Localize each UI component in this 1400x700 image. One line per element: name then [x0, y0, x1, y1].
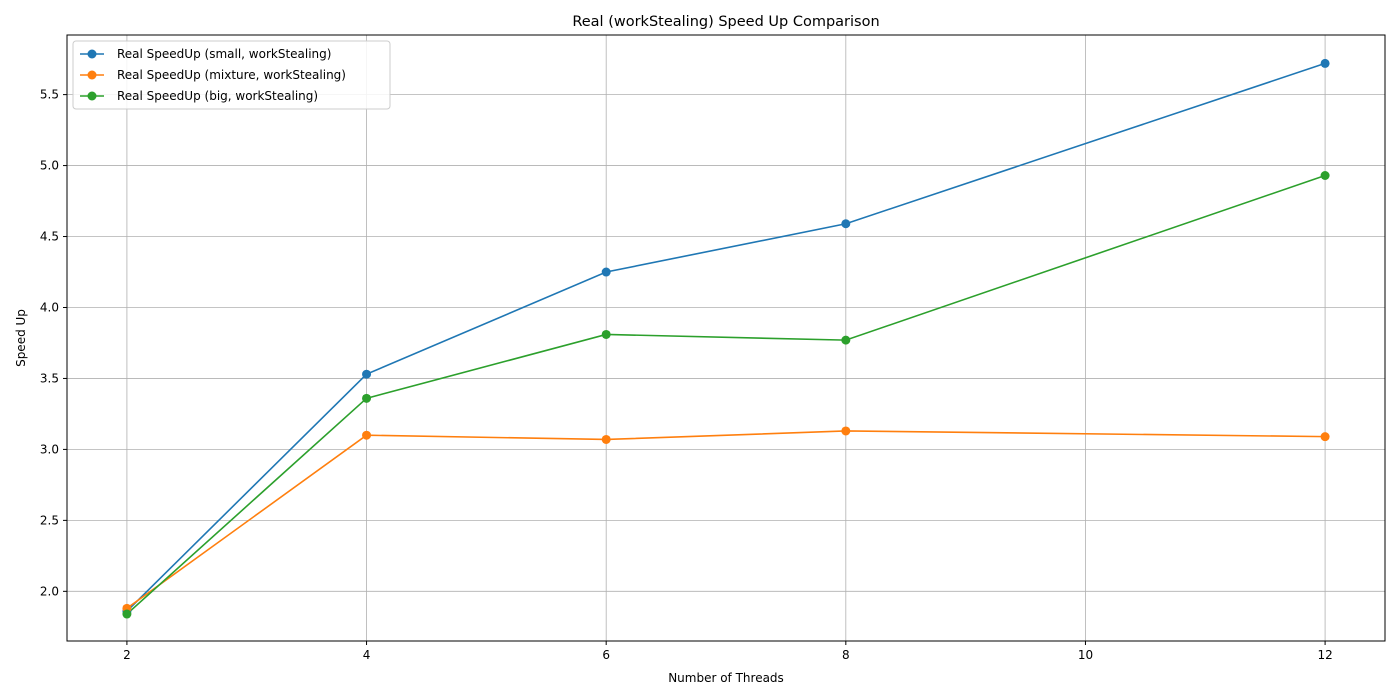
data-point-2-0 — [122, 609, 132, 619]
y-tick-label: 4.5 — [40, 230, 59, 244]
y-tick-label: 3.0 — [40, 442, 59, 456]
legend-swatch-marker — [87, 70, 97, 80]
data-point-1-4 — [1320, 432, 1330, 442]
data-point-0-3 — [841, 219, 851, 229]
legend-entry-0: Real SpeedUp (small, workStealing) — [117, 47, 331, 61]
y-axis-title: Speed Up — [14, 309, 28, 367]
y-axis-ticks: 2.0 2.5 3.0 3.5 4.0 4.5 5.0 5.5 — [40, 88, 67, 598]
y-tick-label: 2.0 — [40, 584, 59, 598]
series-lines — [126, 62, 1326, 615]
x-axis-title: Number of Threads — [668, 671, 784, 685]
data-point-0-2 — [601, 267, 611, 277]
y-tick-label: 5.5 — [40, 88, 59, 102]
x-axis-ticks: 2 4 6 8 10 12 — [123, 641, 1333, 662]
legend-entry-2: Real SpeedUp (big, workStealing) — [117, 89, 318, 103]
series-line-2 — [126, 174, 1326, 615]
legend-swatch-marker — [87, 91, 97, 101]
legend-swatch-marker — [87, 49, 97, 59]
x-tick-label: 8 — [842, 648, 850, 662]
data-point-1-1 — [362, 430, 372, 440]
data-point-1-2 — [601, 434, 611, 444]
y-tick-label: 5.0 — [40, 159, 59, 173]
data-point-2-2 — [601, 329, 611, 339]
series-markers — [122, 58, 1330, 619]
grid-lines — [67, 35, 1385, 641]
y-tick-label: 4.0 — [40, 300, 59, 314]
y-tick-label: 3.5 — [40, 371, 59, 385]
x-tick-label: 12 — [1317, 648, 1332, 662]
legend: Real SpeedUp (small, workStealing) Real S… — [72, 40, 391, 110]
x-tick-label: 4 — [363, 648, 371, 662]
data-point-2-4 — [1320, 171, 1330, 181]
data-point-2-1 — [362, 393, 372, 403]
x-tick-label: 2 — [123, 648, 131, 662]
series-line-1 — [126, 430, 1326, 610]
y-tick-label: 2.5 — [40, 513, 59, 527]
data-point-2-3 — [841, 335, 851, 345]
data-point-1-3 — [841, 426, 851, 436]
plot-frame — [66, 34, 1386, 642]
x-tick-label: 10 — [1078, 648, 1093, 662]
data-point-0-1 — [362, 369, 372, 379]
legend-box — [72, 40, 391, 110]
legend-entry-1: Real SpeedUp (mixture, workStealing) — [117, 68, 346, 82]
data-point-0-4 — [1320, 58, 1330, 68]
chart-title: Real (workStealing) Speed Up Comparison — [572, 14, 879, 30]
x-tick-label: 6 — [602, 648, 610, 662]
